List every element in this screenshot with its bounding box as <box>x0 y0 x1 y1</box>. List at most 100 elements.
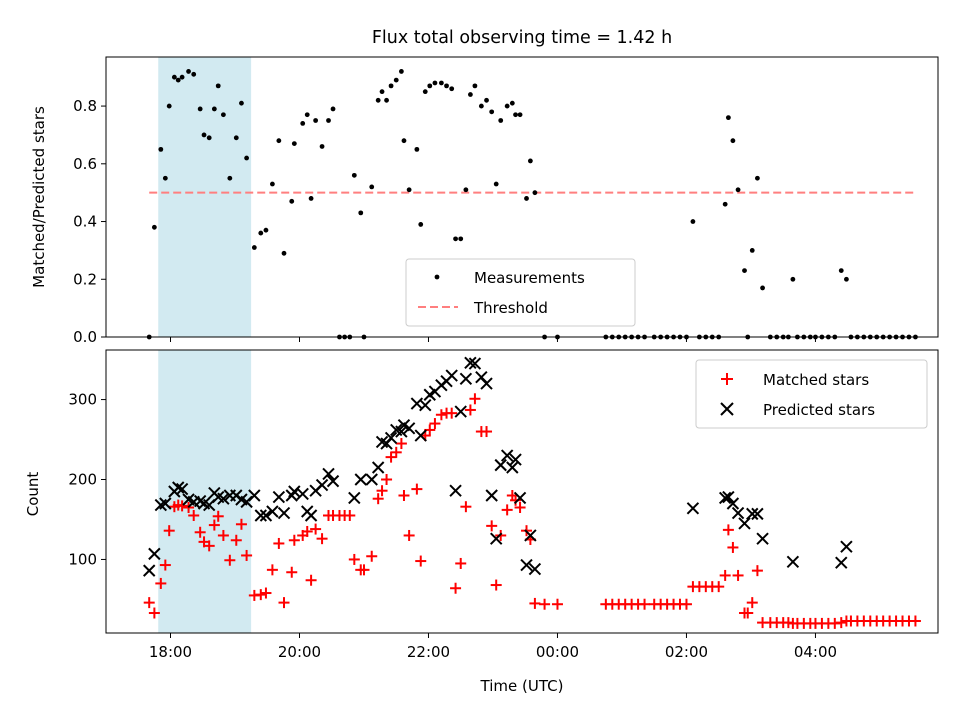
measurement-point <box>206 135 212 141</box>
predicted-star-marker <box>217 492 230 505</box>
measurement-point <box>406 187 412 193</box>
predicted-star-marker <box>365 473 378 486</box>
measurement-point <box>358 210 364 216</box>
legend-matched-marker <box>721 373 733 385</box>
count-plot-frame <box>105 349 939 634</box>
matched-star-marker <box>732 569 744 581</box>
matched-star-marker <box>143 597 155 609</box>
measurement-point <box>517 112 523 118</box>
matched-star-marker <box>176 500 188 512</box>
predicted-star-marker <box>296 487 309 501</box>
matched-star-marker <box>501 504 513 516</box>
x-tick-label: 04:00 <box>794 643 837 661</box>
matched-star-marker <box>415 555 427 567</box>
matched-star-marker <box>435 409 447 421</box>
measurement-point <box>755 175 760 181</box>
measurement-point <box>422 89 428 95</box>
matched-star-marker <box>486 520 498 532</box>
predicted-star-marker <box>528 562 542 576</box>
measurement-point <box>276 138 282 144</box>
predicted-star-marker <box>722 490 735 504</box>
measurement-point <box>484 97 489 103</box>
predicted-star-marker <box>509 453 522 466</box>
measurement-point <box>211 106 217 112</box>
matched-star-marker <box>529 597 541 609</box>
measurement-point <box>844 276 849 282</box>
x-tick-label: 22:00 <box>407 643 450 661</box>
predicted-star-marker <box>468 357 482 370</box>
ratio-legend-box <box>405 258 636 327</box>
matched-star-marker <box>510 494 522 506</box>
measurement-point <box>384 97 389 103</box>
matched-star-marker <box>450 582 462 594</box>
measurement-point <box>175 77 181 83</box>
predicted-star-marker <box>148 547 161 561</box>
matched-star-marker <box>310 523 322 535</box>
predicted-star-marker <box>718 491 732 505</box>
predicted-star-marker <box>480 377 493 390</box>
count-legend-box <box>695 359 928 429</box>
predicted-star-marker <box>304 509 318 522</box>
x-tick-label: 02:00 <box>665 643 708 661</box>
measurement-point <box>760 285 765 291</box>
measurement-point <box>379 89 385 95</box>
matched-star-marker <box>464 404 476 416</box>
matched-star-marker <box>713 581 725 593</box>
matched-star-marker <box>366 550 378 562</box>
measurement-point <box>151 224 157 230</box>
legend-matched-label: Matched stars <box>763 371 869 389</box>
predicted-stars-points <box>143 356 853 577</box>
measurement-point <box>375 97 381 103</box>
predicted-star-marker <box>464 356 477 369</box>
matched-stars-points <box>143 393 921 629</box>
measurement-point <box>191 71 197 77</box>
matched-star-marker <box>358 564 370 576</box>
measurement-point <box>453 236 458 242</box>
ratio-plot-frame <box>105 56 939 338</box>
predicted-star-marker <box>414 429 427 442</box>
predicted-star-marker <box>746 507 759 521</box>
matched-star-marker <box>273 537 285 549</box>
matched-star-marker <box>455 557 467 569</box>
measurement-point <box>186 69 191 74</box>
predicted-star-marker <box>288 485 301 498</box>
matched-star-marker <box>722 524 734 536</box>
matched-star-marker <box>188 509 200 521</box>
predicted-star-marker <box>402 422 416 435</box>
measurement-point <box>414 146 420 152</box>
predicted-star-marker <box>449 484 462 497</box>
measurement-point <box>735 187 741 193</box>
measurement-point <box>463 187 469 193</box>
measurement-point <box>444 83 449 89</box>
predicted-star-marker <box>506 461 519 474</box>
measurement-point <box>351 172 357 178</box>
legend-predicted-marker <box>720 402 734 416</box>
measurement-point <box>270 181 275 187</box>
matched-star-marker <box>539 598 551 610</box>
matched-star-marker <box>260 587 272 599</box>
predicted-star-marker <box>395 425 408 438</box>
measurement-point <box>251 245 257 250</box>
measurement-point <box>304 112 310 118</box>
predicted-star-marker <box>485 489 498 502</box>
predicted-star-marker <box>445 369 458 382</box>
predicted-star-marker <box>159 497 172 510</box>
measurement-point <box>388 83 394 89</box>
measurement-point <box>281 250 287 256</box>
matched-star-marker <box>551 598 563 610</box>
predicted-star-marker <box>272 490 286 504</box>
ratio-x-ticks <box>169 337 816 342</box>
legend-predicted-label: Predicted stars <box>763 401 875 419</box>
ratio-legend: Measurements Threshold <box>405 258 636 327</box>
ratio-y-tick-label: 0.8 <box>73 97 97 115</box>
predicted-star-marker <box>454 405 467 418</box>
ratio-y-tick-label: 0.0 <box>73 328 97 346</box>
x-tick-label: 20:00 <box>278 643 321 661</box>
ratio-y-tick-label: 0.2 <box>73 270 97 288</box>
measurement-point <box>690 219 696 224</box>
matched-star-marker <box>390 446 402 458</box>
predicted-star-marker <box>175 482 189 496</box>
measurement-point <box>401 138 407 144</box>
matched-star-marker <box>266 564 278 576</box>
